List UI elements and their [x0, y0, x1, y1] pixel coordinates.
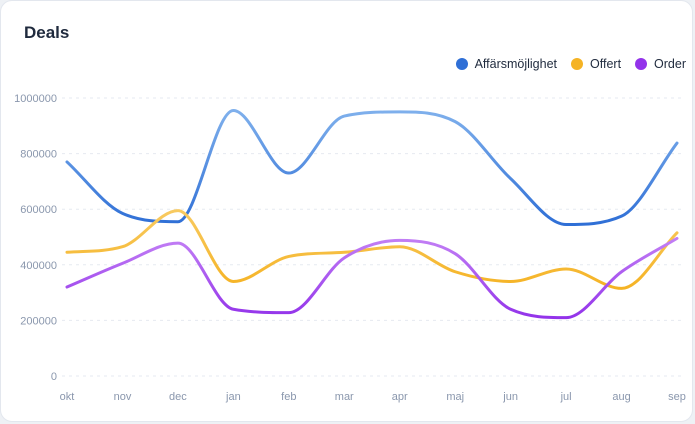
y-axis-ticks: 0 200000 400000 600000 800000 1000000 [14, 93, 57, 383]
legend-item-affarsmojlighet[interactable]: Affärsmöjlighet [455, 57, 558, 71]
series-line-Affärsmöjlighet [65, 109, 679, 226]
legend-label-order: Order [654, 57, 686, 71]
x-tick-label: nov [114, 391, 132, 403]
legend-item-offert[interactable]: Offert [571, 57, 621, 71]
legend-marker-offert [571, 58, 584, 70]
x-tick-label: jan [225, 391, 241, 403]
x-tick-label: jul [560, 391, 572, 403]
x-tick-label: feb [281, 391, 296, 403]
series-lines [65, 109, 679, 320]
x-tick-label: dec [169, 391, 187, 403]
series-line-Offert [65, 209, 679, 290]
x-tick-label: okt [60, 391, 75, 403]
legend-item-order[interactable]: Order [635, 57, 686, 71]
y-tick-label: 0 [51, 371, 57, 383]
legend-label-offert: Offert [590, 57, 622, 71]
y-tick-label: 1000000 [14, 93, 57, 105]
x-tick-label: maj [446, 391, 464, 403]
y-tick-label: 800000 [20, 149, 57, 161]
legend-marker-order [635, 58, 648, 70]
x-tick-label: apr [392, 391, 408, 403]
x-tick-label: aug [612, 391, 630, 403]
y-tick-label: 400000 [20, 260, 57, 272]
chart-legend: Affärsmöjlighet Offert Order [442, 57, 686, 71]
grid-lines [62, 97, 682, 377]
x-tick-label: sep [668, 391, 686, 403]
series-line-Order [65, 236, 679, 320]
x-axis-ticks: okt nov dec jan feb mar apr maj jun jul aug sep [60, 391, 686, 403]
y-tick-label: 200000 [20, 315, 57, 327]
y-tick-label: 600000 [20, 204, 57, 216]
legend-marker-affarsmojlighet [455, 58, 468, 70]
card-title: Deals [24, 23, 70, 42]
x-tick-label: jun [502, 391, 518, 403]
legend-label-affarsmojlighet: Affärsmöjlighet [474, 57, 558, 71]
x-tick-label: mar [335, 391, 354, 403]
